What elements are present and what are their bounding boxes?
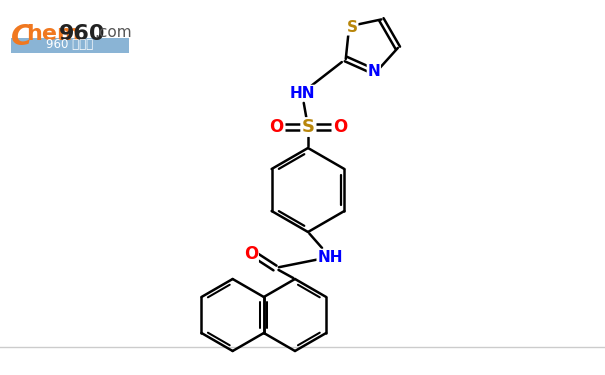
Text: O: O	[244, 245, 258, 263]
Text: S: S	[347, 20, 358, 35]
Text: S: S	[301, 118, 315, 136]
Text: O: O	[333, 118, 347, 136]
Text: C: C	[11, 23, 33, 51]
Text: NH: NH	[317, 249, 343, 264]
Text: 960 化工网: 960 化工网	[47, 39, 94, 51]
FancyBboxPatch shape	[11, 38, 129, 53]
Text: 960: 960	[59, 24, 105, 44]
Text: O: O	[269, 118, 283, 136]
Text: N: N	[367, 64, 380, 79]
Text: HN: HN	[289, 86, 315, 100]
Text: .com: .com	[94, 25, 132, 40]
Text: hem: hem	[26, 24, 80, 44]
